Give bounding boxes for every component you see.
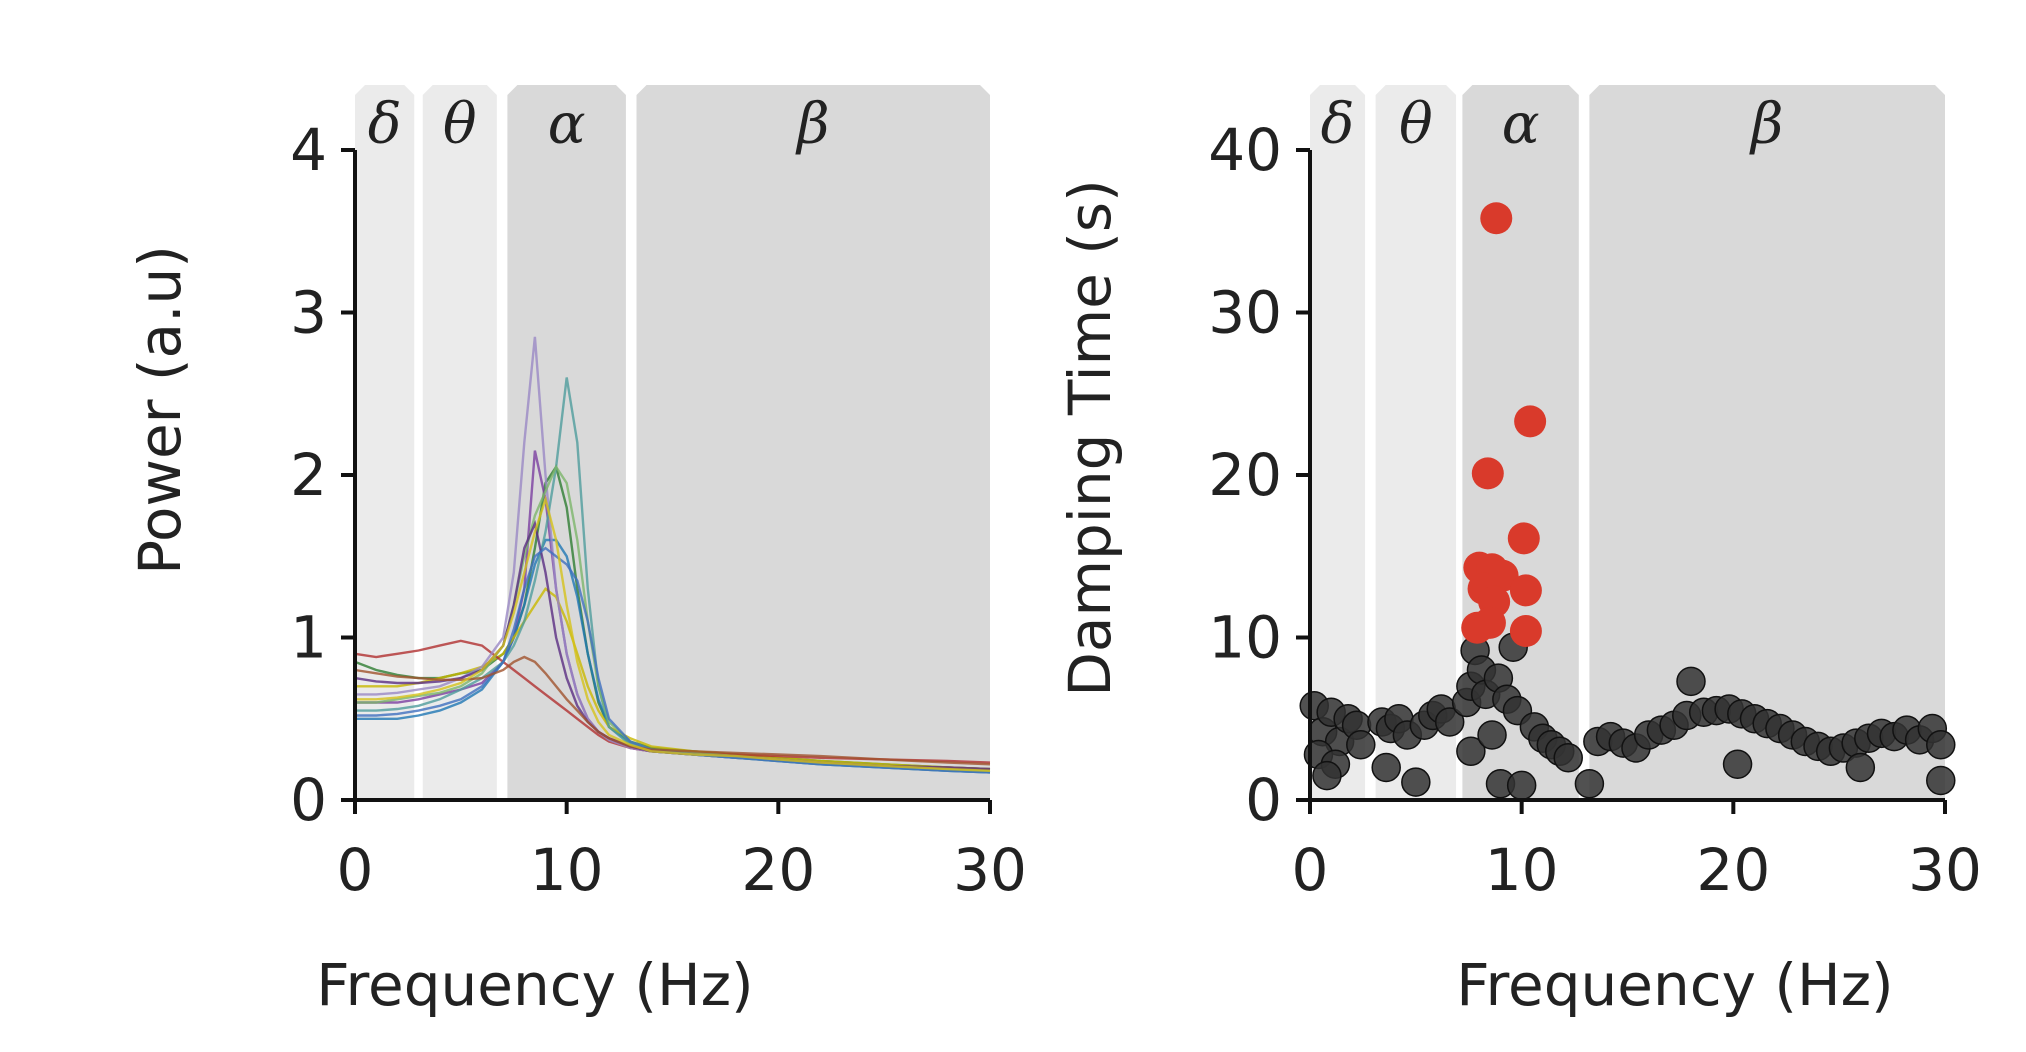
damping-xtick-label-2: 20 [1696,836,1770,904]
power-band-label-1: θ [443,92,477,157]
damping-band-label-1: θ [1399,92,1433,157]
damping-point-8 [1312,760,1342,791]
power-ytick-label-1: 1 [290,604,327,672]
power-ylabel: Power (a.u) [126,245,194,575]
power-band-label-0: δ [368,92,402,157]
damping-highlight-point-1 [1514,405,1547,438]
damping-highlight-point-11 [1473,606,1506,639]
damping-ytick-label-0: 0 [1245,766,1282,834]
damping-band-label-3: β [1749,92,1783,157]
damping-point-35 [1506,770,1537,801]
power-xtick-label-0: 0 [337,836,374,904]
damping-band-1 [1375,85,1457,800]
power-band-3 [636,85,990,800]
damping-point-67 [1574,769,1605,799]
damping-ylabel: Damping Time (s) [1056,179,1124,697]
damping-point-36 [1456,736,1486,766]
damping-highlight-point-3 [1507,522,1540,555]
damping-point-46 [1676,666,1706,697]
damping-ytick-label-2: 20 [1208,441,1282,509]
damping-point-68 [1722,749,1753,779]
damping-xtick-label-0: 0 [1292,836,1329,904]
damping-xtick-label-3: 30 [1908,836,1982,904]
power-ytick-label-4: 4 [290,116,327,184]
power-xtick-label-3: 30 [953,836,1027,904]
damping-time-panel: Damping Time (s) Frequency (Hz) δ θ α β 0 10 2… [1056,85,1982,1019]
power-band-label-2: α [548,92,586,157]
damping-ytick-label-4: 40 [1208,116,1282,184]
damping-point-14 [1401,767,1431,797]
power-xlabel: Frequency (Hz) [316,951,753,1019]
damping-ytick-label-3: 30 [1208,279,1282,347]
damping-point-9 [1346,730,1376,760]
damping-point-66 [1926,730,1956,760]
power-xtick-label-2: 20 [741,836,815,904]
damping-point-15 [1371,752,1401,783]
damping-highlight-point-12 [1509,615,1542,647]
power-lines [354,336,991,774]
damping-highlight-point-0 [1480,202,1513,235]
damping-point-69 [1845,752,1876,783]
damping-point-19 [1434,707,1465,737]
damping-band-0 [1310,85,1366,800]
damping-points [1299,202,1956,801]
power-axes: 0 10 20 30 0 1 2 3 4 [290,116,1027,904]
power-band-label-3: β [795,92,829,157]
power-ytick-label-0: 0 [290,766,327,834]
power-xtick-label-1: 10 [530,836,604,904]
damping-point-70 [1926,765,1956,796]
power-ytick-label-2: 2 [290,441,327,509]
damping-ytick-label-1: 10 [1208,604,1282,672]
damping-axes: 0 10 20 30 0 10 20 30 40 [1208,116,1982,904]
damping-xtick-label-1: 10 [1485,836,1559,904]
power-series-9 [355,546,991,774]
damping-band-label-2: α [1502,92,1540,157]
damping-point-37 [1477,720,1507,750]
power-series-4 [354,639,991,764]
damping-highlight-point-8 [1509,574,1542,607]
power-band-2 [507,85,626,800]
damping-band-3 [1589,85,1945,800]
damping-xlabel: Frequency (Hz) [1456,951,1893,1019]
power-spectrum-panel: Power (a.u) Frequency (Hz) δ θ α β 0 10 20 30 0 1… [126,85,1027,1019]
power-ytick-label-3: 3 [290,279,327,347]
damping-point-33 [1553,743,1583,773]
power-series-11 [355,495,991,772]
damping-highlight-point-2 [1471,457,1504,490]
damping-band-label-0: δ [1321,92,1355,157]
power-series-10 [354,655,991,766]
power-band-0 [355,85,415,800]
power-band-1 [422,85,497,800]
